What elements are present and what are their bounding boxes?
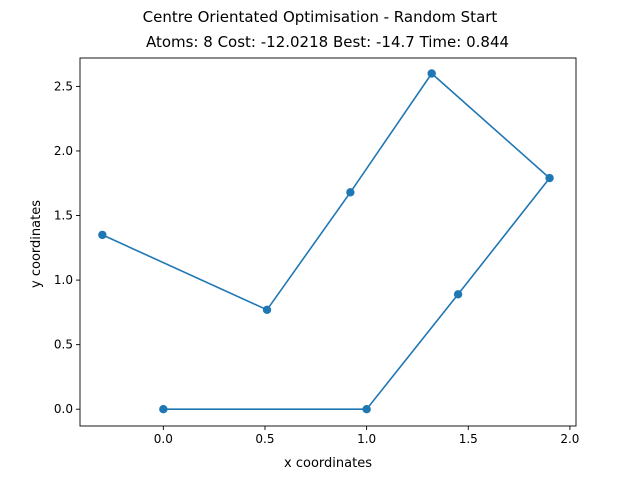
y-tick-label: 1.0 — [54, 273, 73, 287]
y-tick-label: 2.5 — [54, 79, 73, 93]
data-point — [159, 405, 168, 414]
x-axis-label: x coordinates — [284, 456, 372, 471]
data-point — [262, 305, 272, 314]
y-tick-label: 2.0 — [54, 144, 73, 158]
plot-frame — [79, 57, 577, 427]
y-axis-ticks: 0.0 0.5 1.0 1.5 2.0 2.5 — [54, 79, 80, 416]
x-tick-label: 1.0 — [357, 432, 376, 446]
x-axis-ticks: 0.0 0.5 1.0 1.5 2.0 — [154, 426, 579, 446]
x-tick-label: 0.0 — [154, 432, 173, 446]
series-layer — [98, 69, 554, 414]
x-tick-label: 2.0 — [560, 432, 579, 446]
series-line — [102, 72, 551, 411]
plot-area — [79, 57, 577, 427]
data-point — [453, 290, 463, 299]
data-point — [346, 188, 355, 197]
chart-subtitle: Atoms: 8 Cost: -12.0218 Best: -14.7 Time… — [145, 33, 510, 51]
chart-title: Centre Orientated Optimisation - Random … — [142, 8, 498, 26]
y-tick-label: 0.5 — [54, 338, 73, 352]
x-tick-label: 0.5 — [255, 432, 274, 446]
y-axis-label: y coordinates — [29, 200, 44, 288]
data-point — [545, 173, 554, 183]
y-tick-label: 0.0 — [54, 402, 73, 416]
y-tick-label: 1.5 — [54, 209, 73, 223]
data-point — [98, 230, 107, 240]
x-tick-label: 1.5 — [459, 432, 478, 446]
data-point — [362, 405, 371, 414]
data-point — [427, 69, 436, 78]
